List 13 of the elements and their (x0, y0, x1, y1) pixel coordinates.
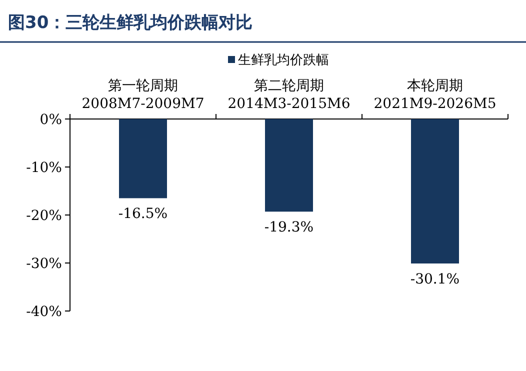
x-tick-label: 第二轮周期 2014M3-2015M6 (228, 78, 350, 112)
y-tick-label: -20% (26, 208, 62, 224)
chart-title: 图30：三轮生鲜乳均价跌幅对比 (8, 13, 253, 33)
x-tick-label: 本轮周期 2021M9-2026M5 (374, 78, 496, 112)
y-tick-label: -10% (26, 160, 62, 176)
legend-label: 生鲜乳均价跌幅 (238, 53, 329, 68)
y-tick-label: -30% (26, 256, 62, 272)
data-label: -19.3% (264, 220, 314, 236)
data-label: -16.5% (118, 206, 168, 222)
y-tick-label: 0% (40, 112, 62, 128)
data-label: -30.1% (410, 271, 460, 288)
y-tick-label: -40% (26, 304, 62, 320)
x-tick-label: 第一轮周期 2008M7-2009M7 (82, 78, 204, 112)
